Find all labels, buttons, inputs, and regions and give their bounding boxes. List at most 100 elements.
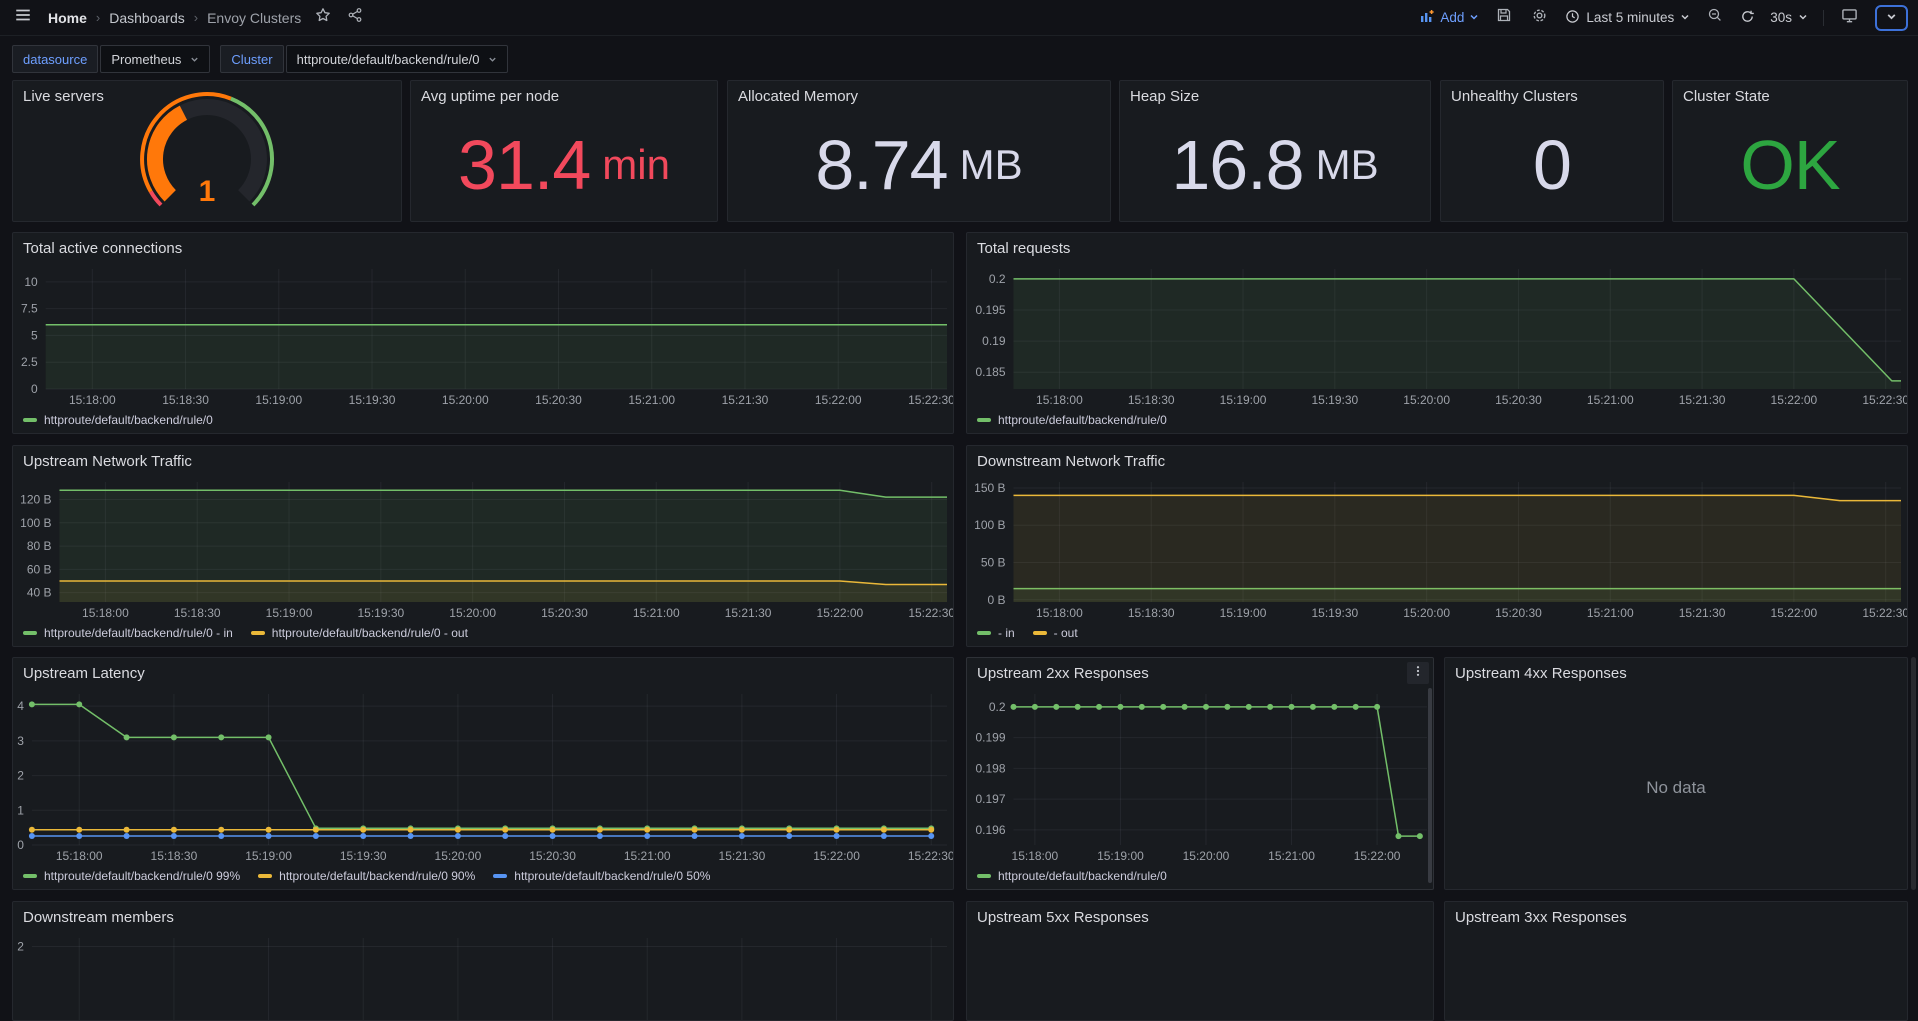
downstream-members-chart[interactable]: 2 [13, 930, 953, 1021]
legend-item[interactable]: httproute/default/backend/rule/0 99% [23, 869, 240, 883]
panel-title[interactable]: Live servers [13, 81, 401, 109]
cluster-variable-label[interactable]: Cluster [220, 45, 283, 73]
add-button[interactable]: Add [1419, 8, 1479, 27]
panel-heap-size: Heap Size 16.8 MB [1119, 80, 1431, 222]
share-icon [347, 7, 363, 28]
total-active-connections-chart[interactable]: 15:18:0015:18:3015:19:0015:19:3015:20:00… [13, 261, 953, 409]
add-button-label: Add [1440, 10, 1464, 25]
svg-text:1: 1 [199, 175, 216, 208]
dashboard-settings-button[interactable] [1529, 5, 1550, 31]
panel-title[interactable]: Upstream 5xx Responses [967, 902, 1433, 930]
panel-title[interactable]: Allocated Memory [728, 81, 1110, 109]
svg-text:4: 4 [17, 699, 24, 713]
chart-legend: httproute/default/backend/rule/0 - in htt… [23, 623, 945, 643]
no-data-message: No data [1646, 778, 1706, 798]
panel-title[interactable]: Upstream Network Traffic [13, 446, 953, 474]
nav-divider [1823, 10, 1824, 26]
svg-text:15:19:00: 15:19:00 [266, 606, 313, 620]
upstream-latency-chart[interactable]: 15:18:0015:18:3015:19:0015:19:3015:20:00… [13, 686, 953, 865]
legend-item[interactable]: - in [977, 626, 1015, 640]
downstream-network-traffic-chart[interactable]: 15:18:0015:18:3015:19:0015:19:3015:20:00… [967, 474, 1907, 622]
svg-text:15:18:00: 15:18:00 [1012, 849, 1059, 863]
stat-number: 0 [1533, 130, 1571, 200]
allocated-memory-value: 8.74 MB [728, 109, 1110, 221]
legend-item[interactable]: httproute/default/backend/rule/0 50% [493, 869, 710, 883]
legend-item[interactable]: httproute/default/backend/rule/0 - out [251, 626, 468, 640]
panel-scrollbar[interactable] [1428, 688, 1432, 883]
legend-item[interactable]: httproute/default/backend/rule/0 90% [258, 869, 475, 883]
svg-text:0.198: 0.198 [975, 761, 1005, 775]
panel-upstream-3xx-responses: Upstream 3xx Responses [1444, 901, 1908, 1021]
svg-text:15:18:30: 15:18:30 [174, 606, 221, 620]
legend-label: - out [1054, 626, 1078, 640]
menu-button[interactable] [10, 5, 36, 31]
panel-total-requests: Total requests 15:18:0015:18:3015:19:001… [966, 232, 1908, 434]
panel-title[interactable]: Avg uptime per node [411, 81, 717, 109]
cluster-variable-select[interactable]: httproute/default/backend/rule/0 [286, 45, 509, 73]
legend-item[interactable]: httproute/default/backend/rule/0 [23, 413, 213, 427]
panel-menu-button[interactable] [1407, 662, 1429, 684]
panel-downstream-members: Downstream members 2 [12, 901, 954, 1021]
panel-title[interactable]: Upstream 4xx Responses [1445, 658, 1907, 686]
chevron-down-icon [190, 52, 199, 67]
zoom-out-button[interactable] [1705, 5, 1725, 30]
panel-title[interactable]: Upstream 2xx Responses [967, 658, 1433, 686]
legend-label: httproute/default/backend/rule/0 90% [279, 869, 475, 883]
panel-title[interactable]: Total active connections [13, 233, 953, 261]
favorite-button[interactable] [313, 5, 333, 30]
breadcrumb-home[interactable]: Home [48, 10, 87, 26]
breadcrumb-dashboards[interactable]: Dashboards [109, 10, 185, 26]
svg-text:15:19:30: 15:19:30 [349, 393, 396, 407]
panel-title[interactable]: Downstream Network Traffic [967, 446, 1907, 474]
svg-text:15:22:30: 15:22:30 [1862, 393, 1907, 407]
panel-title[interactable]: Total requests [967, 233, 1907, 261]
page-scrollbar-thumb[interactable] [1911, 657, 1916, 890]
svg-text:15:21:00: 15:21:00 [1587, 393, 1634, 407]
panel-title[interactable]: Downstream members [13, 902, 953, 930]
total-requests-chart[interactable]: 15:18:0015:18:3015:19:0015:19:3015:20:00… [967, 261, 1907, 409]
heap-size-value: 16.8 MB [1120, 109, 1430, 221]
legend-item[interactable]: - out [1033, 626, 1078, 640]
svg-text:15:20:00: 15:20:00 [1403, 393, 1450, 407]
legend-item[interactable]: httproute/default/backend/rule/0 - in [23, 626, 233, 640]
breadcrumb-current[interactable]: Envoy Clusters [207, 10, 301, 26]
time-range-picker[interactable]: Last 5 minutes [1565, 9, 1690, 27]
svg-text:15:20:00: 15:20:00 [449, 606, 496, 620]
chevron-down-icon [488, 52, 497, 67]
svg-text:0 B: 0 B [987, 593, 1005, 607]
svg-text:15:21:30: 15:21:30 [1679, 606, 1726, 620]
legend-item[interactable]: httproute/default/backend/rule/0 [977, 413, 1167, 427]
svg-text:15:21:00: 15:21:00 [1587, 606, 1634, 620]
upstream-2xx-responses-chart[interactable]: 15:18:0015:19:0015:20:0015:21:0015:22:00… [967, 686, 1433, 865]
share-button[interactable] [345, 5, 365, 30]
panel-unhealthy-clusters: Unhealthy Clusters 0 [1440, 80, 1664, 222]
svg-text:15:22:30: 15:22:30 [908, 606, 953, 620]
svg-text:15:21:30: 15:21:30 [719, 849, 766, 863]
legend-swatch [251, 631, 265, 635]
legend-swatch [23, 631, 37, 635]
panel-title[interactable]: Upstream Latency [13, 658, 953, 686]
svg-text:0.185: 0.185 [975, 365, 1005, 379]
legend-item[interactable]: httproute/default/backend/rule/0 [977, 869, 1167, 883]
datasource-variable-select[interactable]: Prometheus [100, 45, 210, 73]
panel-title[interactable]: Upstream 3xx Responses [1445, 902, 1907, 930]
panel-title[interactable]: Unhealthy Clusters [1441, 81, 1663, 109]
tv-mode-button[interactable] [1839, 5, 1860, 31]
svg-text:15:19:00: 15:19:00 [1220, 606, 1267, 620]
refresh-button[interactable] [1740, 9, 1755, 27]
svg-text:15:21:00: 15:21:00 [633, 606, 680, 620]
panel-title[interactable]: Cluster State [1673, 81, 1907, 109]
svg-text:2.5: 2.5 [21, 355, 38, 369]
collapse-nav-button[interactable] [1875, 5, 1908, 31]
datasource-variable-label[interactable]: datasource [12, 45, 98, 73]
chevron-down-icon [1469, 10, 1479, 25]
panel-title[interactable]: Heap Size [1120, 81, 1430, 109]
legend-swatch [977, 631, 991, 635]
svg-text:15:18:00: 15:18:00 [56, 849, 103, 863]
svg-text:15:18:00: 15:18:00 [1036, 393, 1083, 407]
svg-text:40 B: 40 B [27, 586, 52, 600]
save-dashboard-button[interactable] [1494, 5, 1514, 30]
upstream-network-traffic-chart[interactable]: 15:18:0015:18:3015:19:0015:19:3015:20:00… [13, 474, 953, 622]
svg-text:50 B: 50 B [981, 555, 1006, 569]
refresh-interval-picker[interactable]: 30s [1770, 10, 1808, 25]
